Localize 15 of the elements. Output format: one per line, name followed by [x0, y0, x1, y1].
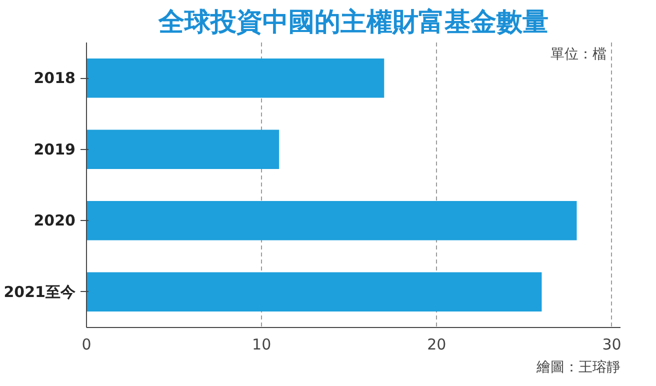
y-tick-label: 2019: [34, 140, 76, 158]
annotation: 單位：檔: [550, 46, 606, 62]
bar: [86, 130, 280, 169]
bar: [86, 58, 384, 98]
bar: [86, 201, 577, 240]
text: 繪圖：王瑢靜: [536, 360, 620, 376]
x-tick-label: 20: [427, 336, 446, 354]
x-tick-label: 10: [252, 336, 272, 354]
y-tick-label: 2020: [34, 212, 76, 230]
y-tick-label: 2018: [34, 69, 76, 88]
bar: [86, 272, 542, 312]
chart-title: 全球投資中國的主權財富基金數量: [158, 8, 548, 38]
x-tick-label: 0: [82, 336, 92, 354]
y-tick-label: 2021至今: [4, 282, 76, 301]
x-tick-label: 30: [602, 336, 622, 354]
